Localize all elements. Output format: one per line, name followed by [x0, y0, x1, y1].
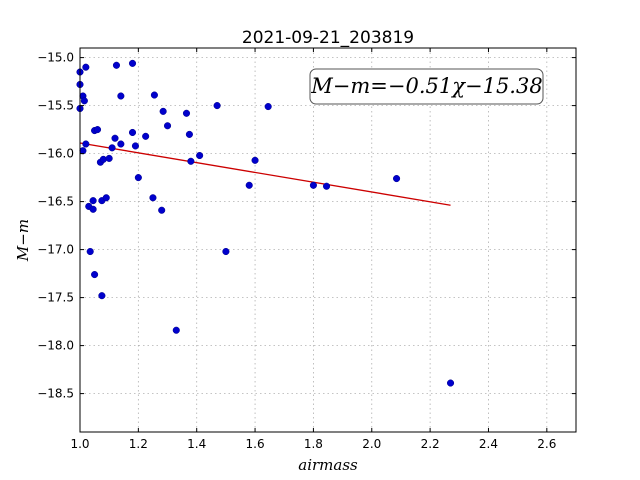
x-tick-label: 2.2 — [421, 437, 440, 451]
y-tick-label: −18.5 — [37, 387, 74, 401]
fit-line — [79, 142, 451, 206]
data-point — [393, 175, 401, 183]
data-point — [446, 379, 455, 387]
x-tick-label: 1.0 — [70, 437, 89, 451]
plot-frame — [79, 47, 577, 433]
fit-layer — [79, 142, 451, 206]
data-point — [79, 147, 87, 155]
x-tick-label: 2.0 — [362, 437, 381, 451]
data-point — [102, 194, 110, 202]
data-point — [111, 134, 119, 142]
x-tick-label: 1.8 — [304, 437, 323, 451]
data-point — [86, 247, 94, 256]
data-point — [222, 247, 230, 256]
y-tick-label: −17.0 — [37, 243, 74, 257]
x-tick-label: 2.4 — [479, 437, 498, 451]
y-tick-label: −16.5 — [37, 195, 74, 209]
data-point — [93, 126, 102, 134]
data-point — [196, 151, 204, 160]
data-point — [322, 182, 331, 190]
data-point — [163, 122, 172, 130]
y-tick-label: −15.5 — [37, 99, 74, 113]
data-point — [128, 59, 137, 67]
data-point — [150, 91, 158, 99]
data-point — [251, 156, 259, 164]
x-axis-label: airmass — [298, 456, 358, 474]
data-point — [99, 155, 107, 163]
data-point — [142, 132, 150, 140]
data-point — [213, 102, 221, 110]
annotation-box — [309, 68, 544, 105]
data-point — [245, 181, 253, 189]
data-point — [108, 144, 116, 152]
data-point — [82, 140, 90, 148]
y-tick-label: −15.0 — [37, 51, 74, 65]
y-tick-label: −17.5 — [37, 291, 74, 305]
data-point — [98, 292, 106, 300]
data-point — [105, 154, 113, 162]
data-point — [112, 61, 121, 69]
data-point — [134, 174, 142, 182]
data-points — [76, 59, 455, 387]
fit-annotation: M−m=−0.51χ−15.38 — [309, 68, 544, 105]
y-ticks: −15.0 −15.5 −16.0 −16.5 −17.0 −17.5 −18.0 −18.5 — [37, 51, 576, 401]
data-point — [149, 194, 157, 202]
data-point — [91, 271, 99, 279]
x-ticks: 1.0 1.2 1.4 1.6 1.8 2.0 2.2 2.4 2.6 — [70, 48, 556, 451]
grid-lines — [79, 48, 576, 432]
chart-title: 2021-09-21_203819 — [242, 28, 414, 48]
data-point — [117, 140, 125, 148]
x-tick-label: 2.6 — [537, 437, 556, 451]
data-point — [80, 97, 88, 105]
fit-equation: M−m=−0.51χ−15.38 — [310, 74, 542, 98]
y-tick-label: −18.0 — [37, 339, 74, 353]
data-point — [158, 206, 166, 214]
data-point — [82, 63, 90, 71]
data-point — [89, 205, 97, 213]
data-point — [89, 197, 97, 205]
data-point — [128, 128, 137, 137]
data-point — [264, 103, 272, 111]
x-tick-label: 1.6 — [246, 437, 265, 451]
data-point — [187, 157, 195, 165]
x-tick-label: 1.4 — [187, 437, 206, 451]
data-point — [117, 92, 125, 100]
data-point — [185, 130, 193, 138]
y-axis-label: M−m — [14, 219, 32, 262]
data-point — [131, 142, 139, 150]
data-point — [172, 326, 180, 334]
y-tick-label: −16.0 — [37, 147, 74, 161]
data-point — [159, 107, 167, 115]
data-point — [309, 181, 317, 189]
data-point — [182, 109, 191, 117]
x-tick-label: 1.2 — [129, 437, 148, 451]
